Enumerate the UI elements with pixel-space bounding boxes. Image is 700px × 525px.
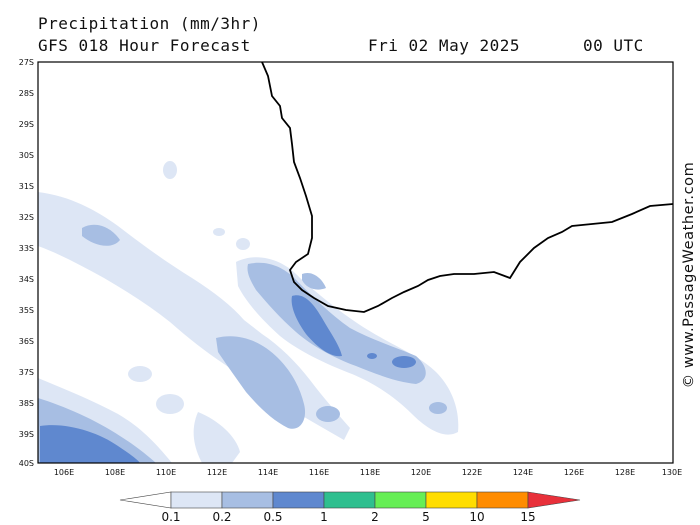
precip-field [38,161,459,463]
credit-text: © www.PassageWeather.com [681,161,697,389]
forecast-date: Fri 02 May 2025 [368,36,520,55]
coastline [261,61,674,313]
credit-text-container: © www.PassageWeather.com [679,150,699,400]
legend-arrow-low [119,491,172,509]
lon-label-1: 108E [105,468,125,477]
legend-swatch-1 [221,491,274,509]
legend-bar [119,491,581,509]
legend-swatch-3 [323,491,376,509]
legend-tick-5: 5 [422,510,430,524]
svg-text:27S: 27S [19,58,34,67]
lon-label-4: 114E [258,468,278,477]
map-area [37,61,674,464]
legend-swatch-2 [272,491,325,509]
legend-arrow-high [527,491,581,509]
lon-label-6: 118E [360,468,380,477]
map-title: Precipitation (mm/3hr) [38,14,261,33]
lon-label-8: 122E [462,468,482,477]
lon-label-7: 120E [411,468,431,477]
lat-axis: 27S 28S 29S 30S 31S 32S 33S 34S 35S 36S … [19,58,34,468]
legend-ticks: 0.1 0.2 0.5 1 2 5 10 15 [161,510,535,524]
lon-label-3: 112E [207,468,227,477]
lon-axis: 106E 108E 110E 112E 114E 116E 118E 120E … [54,468,682,477]
legend-swatch-5 [425,491,478,509]
legend-tick-7: 15 [520,510,535,524]
legend-tick-4: 2 [371,510,379,524]
lat-label-3: 30S [19,151,34,160]
legend-swatch-4 [374,491,427,509]
lat-label-5: 32S [19,213,34,222]
legend-tick-2: 0.5 [263,510,282,524]
lat-label-13: 40S [19,459,34,468]
legend-tick-1: 0.2 [212,510,231,524]
lat-label-12: 39S [19,430,34,439]
forecast-time: 00 UTC [583,36,644,55]
lon-label-5: 116E [309,468,329,477]
lat-label-2: 29S [19,120,34,129]
lon-label-2: 110E [156,468,176,477]
lat-label-9: 36S [19,337,34,346]
legend-tick-6: 10 [469,510,484,524]
lon-label-11: 128E [615,468,635,477]
lat-label-1: 28S [19,89,34,98]
lon-label-10: 126E [564,468,584,477]
legend-tick-0: 0.1 [161,510,180,524]
lat-label-11: 38S [19,399,34,408]
lon-label-9: 124E [513,468,533,477]
legend-swatch-0 [170,491,223,509]
legend-tick-3: 1 [320,510,328,524]
lat-label-10: 37S [19,368,34,377]
lat-label-0: 27S [19,58,34,67]
lat-label-4: 31S [19,182,34,191]
forecast-subtitle: GFS 018 Hour Forecast [38,36,251,55]
lon-label-12: 130E [662,468,682,477]
lat-label-7: 34S [19,275,34,284]
lat-label-8: 35S [19,306,34,315]
lon-label-0: 106E [54,468,74,477]
legend-swatch-6 [476,491,529,509]
lat-label-6: 33S [19,244,34,253]
